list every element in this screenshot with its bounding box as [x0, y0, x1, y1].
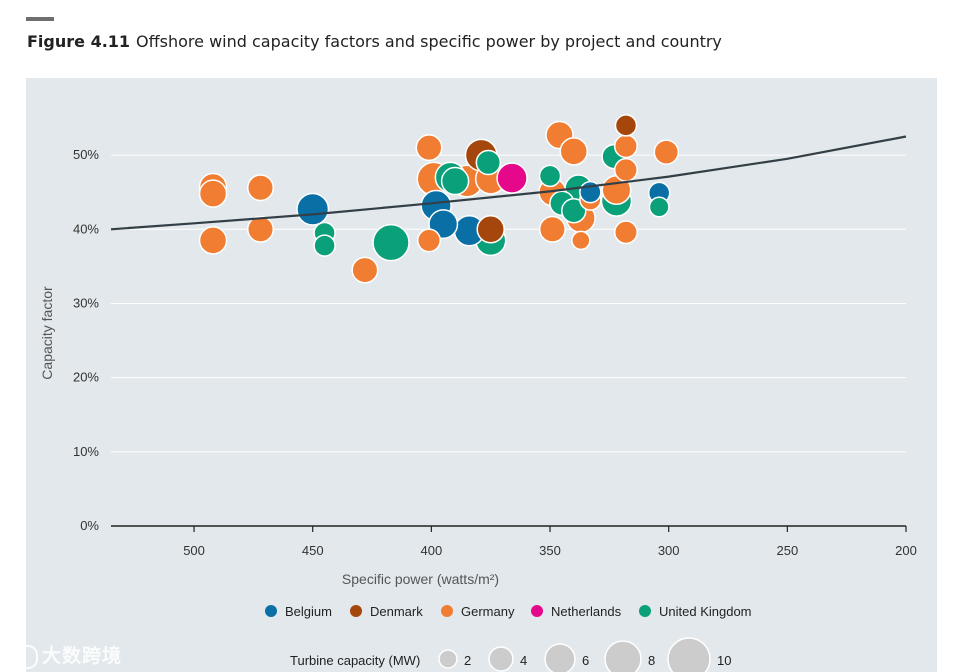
bubble-germany [613, 157, 638, 182]
figure-caption: Offshore wind capacity factors and speci… [136, 32, 722, 51]
bubble-germany [417, 228, 441, 253]
x-tick-label: 500 [183, 543, 205, 558]
figure-title: Figure 4.11 Offshore wind capacity factor… [27, 32, 722, 51]
bubble-germany [613, 134, 638, 159]
watermark-text: 大数跨境 [42, 645, 123, 667]
x-tick-label: 350 [539, 543, 561, 558]
bubble-united-kingdom [440, 166, 470, 196]
bubble-united-kingdom [648, 196, 670, 218]
bubble-germany [351, 256, 379, 284]
size-legend-label: 2 [464, 653, 471, 668]
watermark-logo-icon [8, 644, 38, 669]
x-tick-label: 450 [302, 543, 324, 558]
legend-marker-netherlands [531, 605, 543, 617]
bubble-united-kingdom [372, 223, 410, 262]
bubble-germany [538, 215, 566, 243]
title-accent-bar [26, 17, 54, 21]
y-axis-title: Capacity factor [39, 286, 55, 380]
size-legend-label: 8 [648, 653, 655, 668]
bubble-united-kingdom [561, 197, 587, 224]
legend-marker-belgium [265, 605, 277, 617]
size-legend-bubble [488, 646, 514, 672]
y-tick-label: 0% [80, 518, 99, 533]
figure-number: Figure 4.11 [27, 32, 131, 51]
trend-line [110, 135, 907, 231]
bubble-germany [571, 230, 591, 251]
bubble-denmark [614, 114, 638, 137]
x-axis-title: Specific power (watts/m²) [342, 571, 499, 587]
y-tick-label: 20% [73, 370, 99, 385]
bubble-germany [613, 220, 638, 245]
bubble-germany [198, 179, 228, 208]
bubble-denmark [476, 215, 505, 244]
size-legend-bubble [667, 637, 711, 672]
x-tick-label: 400 [421, 543, 443, 558]
size-legend-label: 6 [582, 653, 589, 668]
bubble-germany [559, 137, 589, 166]
size-legend-bubble [544, 643, 576, 672]
bubble-belgium [296, 192, 330, 226]
legend-label: Belgium [285, 604, 332, 619]
legend-label: United Kingdom [659, 604, 752, 619]
size-legend-title: Turbine capacity (MW) [290, 653, 420, 668]
size-legend-label: 10 [717, 653, 731, 668]
bubble-united-kingdom [313, 234, 336, 257]
watermark: 大数跨境 [8, 641, 122, 669]
bubble-united-kingdom [475, 149, 502, 176]
legend-marker-united-kingdom [639, 605, 651, 617]
y-tick-label: 40% [73, 221, 99, 236]
x-tick-label: 200 [895, 543, 917, 558]
bubble-germany [653, 139, 680, 165]
y-tick-label: 50% [73, 147, 99, 162]
legend-label: Denmark [370, 604, 423, 619]
legend-marker-germany [441, 605, 453, 617]
x-tick-label: 300 [658, 543, 680, 558]
legend-label: Netherlands [551, 604, 622, 619]
bubble-germany [247, 174, 275, 202]
size-legend-bubble [604, 640, 642, 672]
scatter-chart: 0% 10% 20% 30% 40% 50% 500 450 400 350 300 250 200 Sp… [39, 114, 917, 672]
bubble-united-kingdom [538, 164, 562, 188]
chart-panel: 0% 10% 20% 30% 40% 50% 500 450 400 350 300 250 200 Sp… [26, 78, 937, 672]
size-legend-label: 4 [520, 653, 527, 668]
bubble-germany [415, 134, 443, 162]
legend-label: Germany [461, 604, 515, 619]
bubble-netherlands [496, 162, 528, 194]
bubble-germany [198, 226, 228, 255]
y-tick-label: 10% [73, 444, 99, 459]
size-legend-bubble [438, 649, 458, 669]
bubble-germany [247, 215, 275, 243]
legend-marker-denmark [350, 605, 362, 617]
x-tick-label: 250 [776, 543, 798, 558]
y-tick-label: 30% [73, 295, 99, 310]
